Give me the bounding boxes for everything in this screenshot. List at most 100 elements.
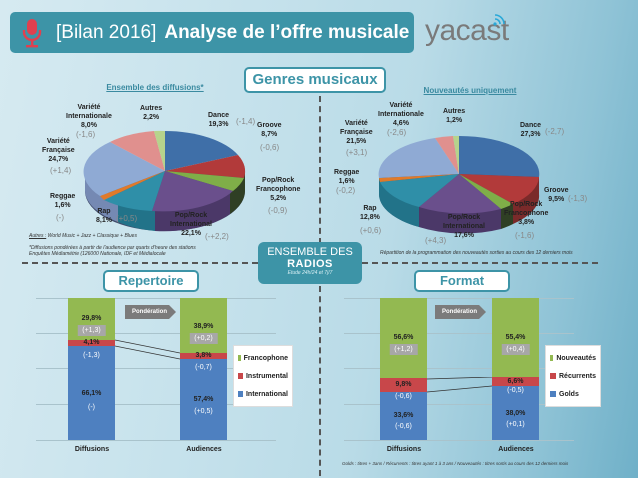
footnote-1: *Diffusions pondérées à partir de l’audi… [29, 245, 196, 251]
format-footnote: Golds : titres + 3ans / Récurrents : tit… [342, 461, 569, 466]
center-line-2: RADIOS [287, 258, 333, 270]
legend-nouveautes: Nouveautés [550, 349, 596, 367]
pie-left-delta-var-fr: (+1,4) [50, 166, 72, 175]
center-line-3: Etude 24h/24 et 7j/7 [287, 270, 333, 276]
gridline [344, 368, 574, 369]
pie-left-delta-reggae: (-) [56, 213, 64, 222]
gridline [344, 404, 574, 405]
horizontal-divider-left [22, 262, 258, 264]
center-line-1: ENSEMBLE DES [267, 246, 353, 258]
delta-label: (+1,2) [389, 344, 418, 355]
value-label: 4,1% [83, 339, 100, 346]
pie-right-label-var-fr: Variété Française 21,5% [340, 120, 373, 145]
seg-nouveautes [492, 298, 539, 377]
legend-francophone: Francophone [238, 349, 288, 367]
pie-right-label-rap: Rap 12,8% [360, 205, 380, 221]
pie-left-delta-dance: (-1,4) [236, 117, 256, 126]
delta-label: (-1,3) [83, 352, 100, 359]
pie-left-delta-rap: (+0,5) [116, 214, 138, 223]
pie-right-label-reggae: Reggae 1,6% [334, 169, 360, 185]
ensemble-radios-badge: ENSEMBLE DES RADIOS Etude 24h/24 et 7j/7 [258, 242, 362, 284]
pie-left-label-groove: Groove 8,7% [257, 122, 282, 138]
value-label: 66,1% [81, 390, 102, 397]
pie-right-note: Répartition de la programmation des nouv… [380, 250, 573, 256]
seg-international [68, 346, 115, 440]
seg-recurrents [380, 378, 427, 392]
pie-right-label-var-int: Variété Internationale 4,6% [378, 102, 424, 127]
format-label: Format [414, 270, 510, 292]
gridline [344, 333, 574, 334]
pie-right-delta-rap: (+0,6) [360, 226, 382, 235]
pie-right-delta-poprock-int: (+4,3) [425, 236, 447, 245]
x-label-audiences: Audiences [498, 446, 534, 453]
connector-lines [115, 339, 180, 360]
delta-label: (-0,6) [395, 423, 412, 430]
pie-right-label-poprock-int: Pop/Rock International 17,6% [443, 214, 486, 239]
signal-icon [493, 14, 505, 26]
footnote-2: Enquêtes Médiamétrie (126000 Nationale, … [29, 251, 166, 257]
pie-chart-diffusions [83, 130, 246, 232]
repertoire-legend: Francophone Instrumental International [233, 345, 293, 407]
gridline [36, 440, 276, 441]
pie-right-subtitle: Nouveautés uniquement [423, 86, 517, 95]
seg-instrumental [68, 340, 115, 346]
gridline [344, 440, 574, 441]
pie-left-delta-var-int: (-1,6) [76, 130, 96, 139]
pie-left-label-poprock-fr: Pop/Rock Francophone 5,2% [256, 177, 301, 202]
pie-right-delta-var-int: (-2,6) [387, 128, 407, 137]
title-bar: [Bilan 2016] Analyse de l’offre musicale [10, 12, 414, 53]
delta-label: (+1,3) [77, 325, 106, 336]
bar-repertoire-diffusions: 29,8% (+1,3) 4,1% (-1,3) 66,1% (-) [68, 298, 115, 440]
vertical-divider-bottom [319, 286, 321, 476]
gridline [36, 404, 276, 405]
value-label: 6,6% [507, 378, 524, 385]
vertical-divider-top [319, 96, 321, 244]
x-label-diffusions: Diffusions [386, 446, 422, 453]
legend-golds: Golds [550, 385, 596, 403]
legend-recurrents: Récurrents [550, 367, 596, 385]
repertoire-label: Repertoire [103, 270, 199, 292]
pie-right-delta-reggae: (-0,2) [336, 186, 356, 195]
pie-left-label-rap: Rap 8,1% [96, 208, 112, 224]
title-prefix: [Bilan 2016] [56, 21, 157, 43]
legend-international: International [238, 385, 288, 403]
pie-right-label-dance: Dance 27,3% [520, 122, 542, 138]
pie-left-subtitle: Ensemble des diffusions* [106, 83, 204, 92]
microphone-icon [22, 18, 42, 47]
pie-right-label-autres: Autres 1,2% [443, 108, 466, 124]
delta-label: (+0,1) [506, 421, 525, 428]
x-label-audiences: Audiences [186, 446, 222, 453]
delta-label: (+0,2) [189, 333, 218, 344]
seg-golds [492, 386, 539, 440]
delta-label: (+0,4) [501, 344, 530, 355]
pie-right-delta-var-fr: (+3,1) [346, 148, 368, 157]
value-label: 56,6% [393, 334, 414, 341]
seg-nouveautes [380, 298, 427, 378]
gridline [36, 298, 276, 299]
value-label: 57,4% [193, 396, 214, 403]
delta-label: (-) [88, 404, 95, 411]
pie-right-delta-dance: (-2,7) [545, 127, 565, 136]
seg-recurrents [492, 377, 539, 386]
delta-label: (-0,7) [195, 364, 212, 371]
x-label-diffusions: Diffusions [74, 446, 110, 453]
gridline [36, 368, 276, 369]
delta-label: (-0,6) [395, 393, 412, 400]
page-title: Analyse de l’offre musicale [164, 21, 410, 43]
bar-format-audiences: 55,4% (+0,4) 6,6% (-0,5) 38,0% (+0,1) [492, 298, 539, 440]
value-label: 55,4% [505, 334, 526, 341]
ponderation-arrow: Pondération [435, 305, 486, 319]
connector-lines [427, 377, 492, 393]
seg-instrumental [180, 353, 227, 359]
format-legend: Nouveautés Récurrents Golds [545, 345, 601, 407]
pie-right-label-poprock-fr: Pop/Rock Francophone 3,8% [504, 201, 549, 226]
horizontal-divider-right [362, 262, 598, 264]
pie-left-label-dance: Dance 19,3% [208, 112, 230, 128]
pie-left-delta-poprock-int: (-+2,2) [205, 232, 229, 241]
pie-chart-nouveautes [378, 135, 540, 234]
pie-left-label-autres: Autres 2,2% [140, 105, 163, 121]
pie-right-delta-groove: (-1,3) [568, 194, 588, 203]
value-label: 29,8% [81, 315, 102, 322]
ponderation-arrow: Pondération [125, 305, 176, 319]
seg-international [180, 359, 227, 440]
